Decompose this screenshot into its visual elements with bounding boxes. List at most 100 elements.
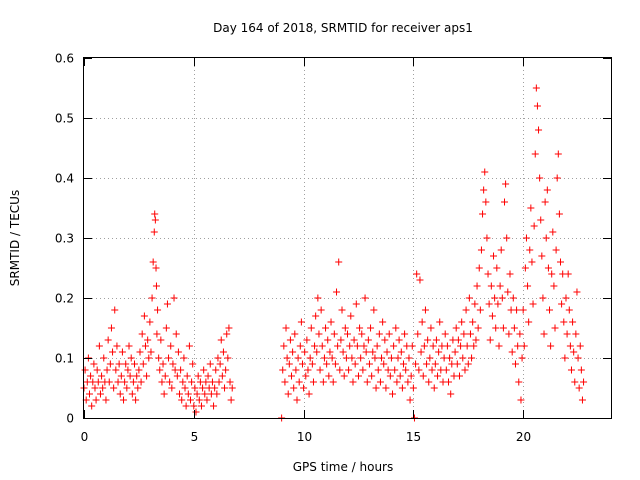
data-point bbox=[123, 384, 131, 392]
data-point bbox=[347, 312, 355, 320]
data-point bbox=[468, 354, 476, 362]
data-point bbox=[544, 264, 552, 272]
data-point bbox=[406, 396, 414, 404]
data-point bbox=[540, 330, 548, 338]
data-point bbox=[401, 330, 409, 338]
data-point bbox=[537, 216, 545, 224]
data-point bbox=[131, 360, 139, 368]
x-axis-label: GPS time / hours bbox=[293, 460, 394, 474]
data-point bbox=[550, 282, 558, 290]
data-point bbox=[553, 174, 561, 182]
data-point bbox=[92, 396, 100, 404]
data-point bbox=[135, 366, 143, 374]
data-point bbox=[94, 378, 102, 386]
data-point bbox=[317, 306, 325, 314]
data-point bbox=[227, 396, 235, 404]
data-point bbox=[139, 360, 147, 368]
data-point bbox=[446, 354, 454, 362]
data-point bbox=[441, 330, 449, 338]
data-point bbox=[112, 366, 120, 374]
data-point bbox=[530, 222, 538, 230]
y-tick-label: 0.3 bbox=[55, 232, 74, 246]
data-point bbox=[462, 306, 470, 314]
data-point bbox=[124, 366, 132, 374]
data-point bbox=[226, 378, 234, 386]
data-point bbox=[327, 318, 335, 326]
data-point bbox=[407, 372, 415, 380]
data-point bbox=[543, 186, 551, 194]
data-point bbox=[506, 270, 514, 278]
data-point bbox=[133, 372, 141, 380]
data-point bbox=[301, 348, 309, 356]
data-point bbox=[382, 384, 390, 392]
x-tick-label: 15 bbox=[406, 430, 421, 444]
data-point bbox=[315, 330, 323, 338]
data-point bbox=[384, 366, 392, 374]
data-point bbox=[529, 300, 537, 308]
data-point bbox=[346, 342, 354, 350]
data-point bbox=[167, 342, 175, 350]
data-point bbox=[405, 354, 413, 362]
data-point bbox=[434, 372, 442, 380]
data-point bbox=[356, 324, 364, 332]
data-point bbox=[182, 402, 190, 410]
data-point bbox=[184, 390, 192, 398]
data-point bbox=[161, 372, 169, 380]
data-point bbox=[158, 378, 166, 386]
data-point bbox=[224, 354, 232, 362]
data-point bbox=[561, 354, 569, 362]
data-point bbox=[95, 342, 103, 350]
data-point bbox=[151, 210, 159, 218]
data-point bbox=[464, 360, 472, 368]
data-point bbox=[354, 372, 362, 380]
data-point bbox=[496, 282, 504, 290]
data-point bbox=[172, 330, 180, 338]
data-point bbox=[81, 366, 89, 374]
data-point bbox=[419, 372, 427, 380]
data-point bbox=[181, 384, 189, 392]
data-point bbox=[320, 354, 328, 362]
data-point bbox=[372, 384, 380, 392]
data-point bbox=[298, 360, 306, 368]
data-point bbox=[138, 330, 146, 338]
y-axis-label: SRMTID / TECUs bbox=[8, 190, 22, 286]
data-point bbox=[424, 336, 432, 344]
data-point bbox=[288, 372, 296, 380]
data-point bbox=[289, 348, 297, 356]
data-point bbox=[148, 294, 156, 302]
data-point bbox=[341, 324, 349, 332]
data-point bbox=[556, 258, 564, 266]
data-point bbox=[228, 384, 236, 392]
data-point bbox=[517, 396, 525, 404]
data-point bbox=[134, 384, 142, 392]
data-point bbox=[338, 306, 346, 314]
data-point bbox=[183, 372, 191, 380]
data-point bbox=[149, 258, 157, 266]
data-point bbox=[170, 294, 178, 302]
data-point bbox=[221, 384, 229, 392]
data-point bbox=[136, 348, 144, 356]
data-point bbox=[107, 324, 115, 332]
data-point bbox=[189, 360, 197, 368]
data-point bbox=[391, 366, 399, 374]
data-point bbox=[318, 342, 326, 350]
data-point bbox=[282, 324, 290, 332]
data-point bbox=[109, 348, 117, 356]
data-point bbox=[445, 378, 453, 386]
data-point bbox=[375, 330, 383, 338]
data-point bbox=[573, 288, 581, 296]
data-point bbox=[398, 384, 406, 392]
data-point bbox=[302, 372, 310, 380]
data-point bbox=[146, 318, 154, 326]
data-point bbox=[219, 348, 227, 356]
data-point bbox=[169, 360, 177, 368]
data-point bbox=[472, 336, 480, 344]
data-point bbox=[475, 264, 483, 272]
data-point bbox=[455, 372, 463, 380]
data-point bbox=[296, 342, 304, 350]
data-point bbox=[103, 366, 111, 374]
data-point bbox=[488, 312, 496, 320]
data-point bbox=[469, 318, 477, 326]
data-point bbox=[394, 354, 402, 362]
data-point bbox=[284, 390, 292, 398]
